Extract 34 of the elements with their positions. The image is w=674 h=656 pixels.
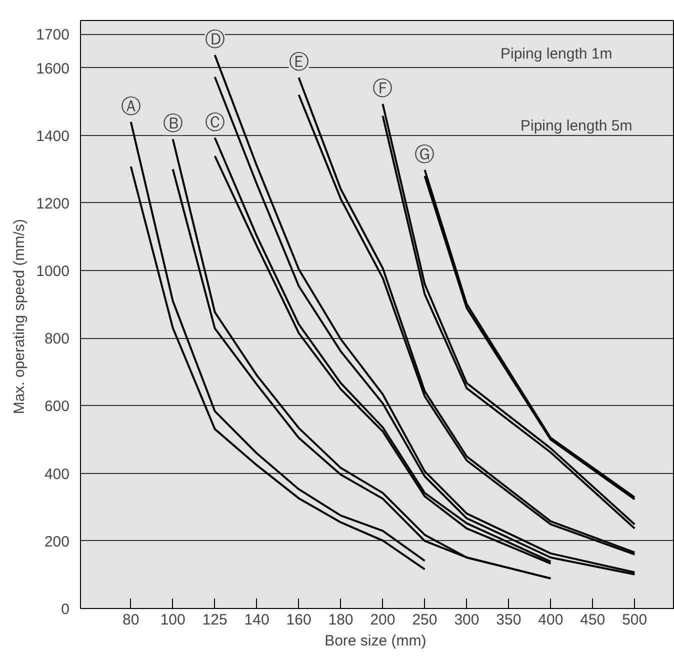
x-tick-label: 250 [412,612,438,628]
x-tick-label: 200 [370,612,396,628]
series-label: Ⓐ [120,96,141,118]
series-label: Ⓒ [204,112,225,134]
x-tick-label: 400 [538,612,564,628]
x-tick-label: 160 [286,612,312,628]
y-axis-title: Max. operating speed (mm/s) [11,219,28,414]
x-tick-label: 500 [622,612,648,628]
x-tick-label: 125 [202,612,228,628]
y-tick-label: 1600 [36,60,70,78]
series-label: Ⓖ [414,144,435,166]
x-tick-label: 300 [454,612,480,628]
y-tick-label: 0 [61,601,70,618]
x-tick-label: 100 [160,612,186,628]
series-label: Ⓓ [204,28,225,51]
series-label: Ⓕ [372,78,393,100]
y-tick-label: 600 [44,398,70,416]
annotation: Piping length 1m [500,46,612,62]
x-axis-title: Bore size (mm) [324,632,426,650]
x-tick-label: 140 [244,612,270,628]
x-tick-label: 450 [580,612,606,628]
y-tick-label: 200 [44,533,70,550]
x-tick-label: 180 [328,612,354,628]
series-label: Ⓔ [288,52,309,74]
y-tick-label: 800 [44,330,70,348]
y-tick-label: 1400 [36,128,70,145]
y-tick-label: 400 [44,466,70,483]
y-tick-label: 1700 [36,26,70,44]
x-tick-label: 350 [496,612,522,628]
x-tick-label: 80 [122,612,140,628]
y-tick-label: 1200 [36,195,70,212]
annotation: Piping length 5m [520,118,632,134]
series-label: Ⓑ [162,113,183,136]
y-tick-label: 1000 [36,263,70,280]
